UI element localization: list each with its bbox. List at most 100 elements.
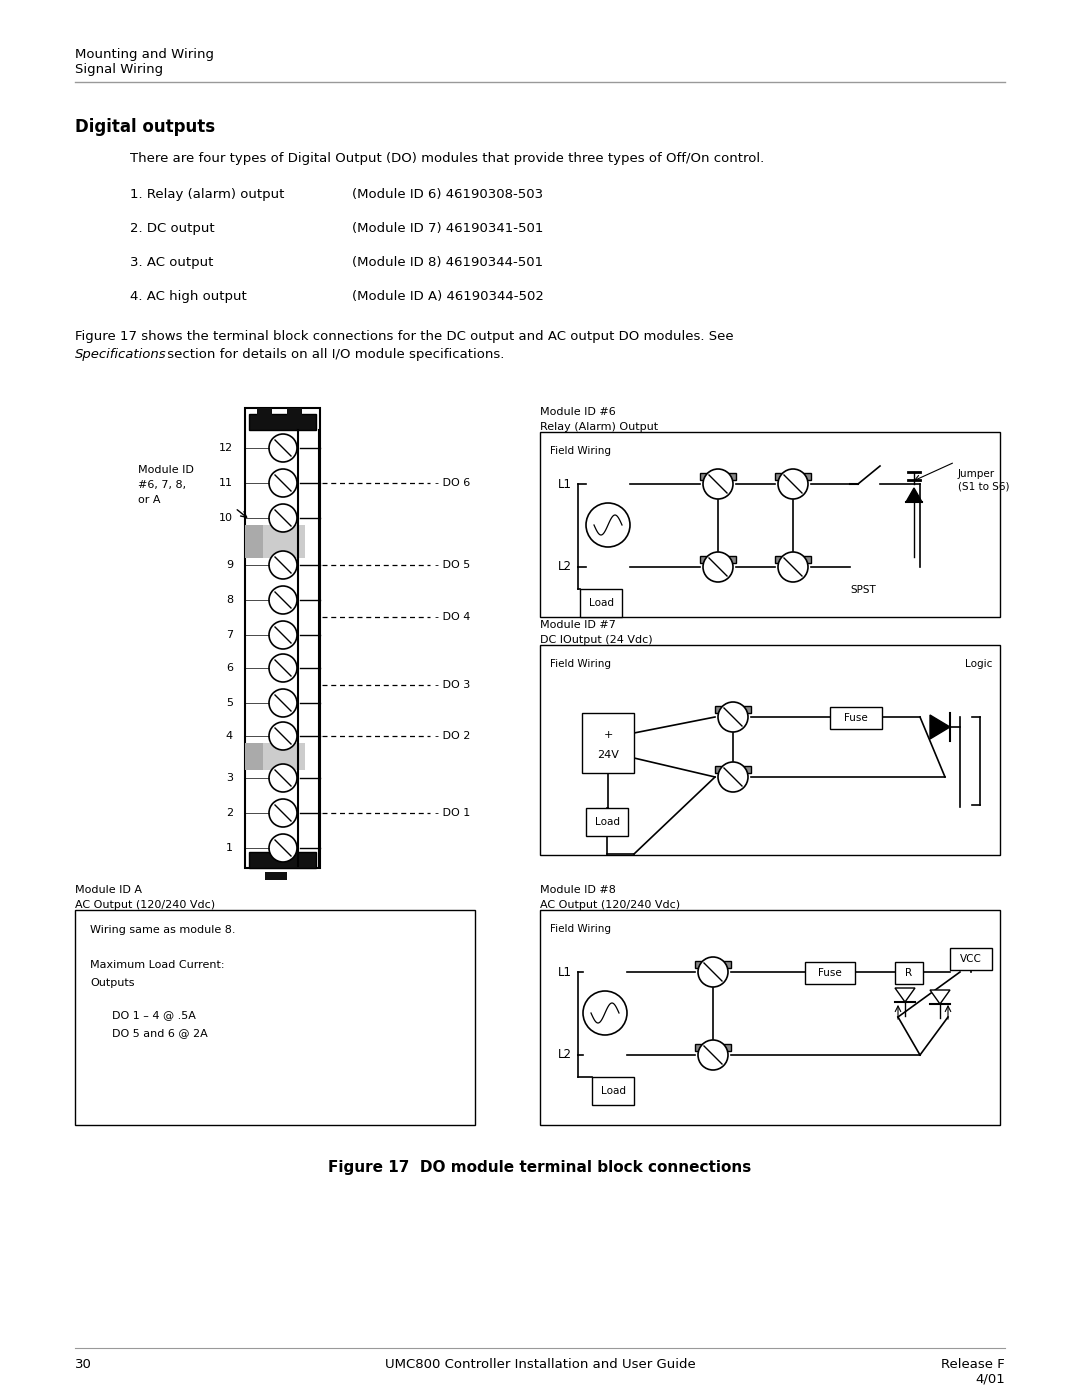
Text: 10: 10: [219, 513, 233, 522]
Text: Signal Wiring: Signal Wiring: [75, 63, 163, 75]
Text: UMC800 Controller Installation and User Guide: UMC800 Controller Installation and User …: [384, 1358, 696, 1370]
Bar: [715, 705, 751, 712]
Text: Maximum Load Current:: Maximum Load Current:: [90, 960, 225, 970]
Circle shape: [269, 434, 297, 462]
Text: 7: 7: [226, 630, 233, 640]
Bar: [700, 556, 735, 563]
Text: L1: L1: [558, 965, 572, 978]
Text: Field Wiring: Field Wiring: [550, 446, 611, 455]
Text: 4. AC high output: 4. AC high output: [130, 291, 246, 303]
Text: Load: Load: [594, 817, 620, 827]
Circle shape: [269, 585, 297, 615]
Circle shape: [718, 703, 748, 732]
Text: (Module ID 7) 46190341-501: (Module ID 7) 46190341-501: [352, 222, 543, 235]
Text: Load: Load: [589, 598, 613, 608]
Circle shape: [269, 689, 297, 717]
Text: 30: 30: [75, 1358, 92, 1370]
Text: +: +: [604, 731, 612, 740]
Text: (Module ID 8) 46190344-501: (Module ID 8) 46190344-501: [352, 256, 543, 270]
Text: R: R: [905, 968, 913, 978]
Bar: [831, 707, 882, 729]
Circle shape: [778, 552, 808, 583]
Text: Module ID #8: Module ID #8: [540, 886, 616, 895]
Bar: [715, 766, 751, 773]
Bar: [75, 909, 475, 1125]
Bar: [265, 872, 287, 880]
Text: Module ID A: Module ID A: [75, 886, 141, 895]
Bar: [696, 1044, 731, 1051]
Text: 5: 5: [226, 698, 233, 708]
Text: Mounting and Wiring: Mounting and Wiring: [75, 47, 214, 61]
Text: AC Output (120/240 Vdc): AC Output (120/240 Vdc): [75, 900, 215, 909]
Text: There are four types of Digital Output (DO) modules that provide three types of : There are four types of Digital Output (…: [130, 152, 765, 165]
Bar: [540, 432, 1000, 617]
Text: Outputs: Outputs: [90, 978, 135, 988]
Text: Specifications: Specifications: [75, 348, 166, 360]
Bar: [775, 474, 811, 481]
Bar: [245, 743, 264, 770]
Bar: [580, 590, 622, 617]
Bar: [249, 414, 316, 430]
Text: DO 1 – 4 @ .5A: DO 1 – 4 @ .5A: [105, 1010, 195, 1020]
Text: 2. DC output: 2. DC output: [130, 222, 215, 235]
Text: Module ID #7: Module ID #7: [540, 620, 616, 630]
Bar: [700, 474, 735, 481]
Text: L1: L1: [558, 478, 572, 490]
Text: - DO 6: - DO 6: [435, 478, 470, 488]
Text: 11: 11: [219, 478, 233, 488]
Circle shape: [718, 761, 748, 792]
Text: 9: 9: [226, 560, 233, 570]
Text: - DO 3: - DO 3: [435, 680, 470, 690]
Circle shape: [698, 957, 728, 988]
Text: - DO 4: - DO 4: [435, 612, 471, 622]
Bar: [287, 408, 302, 416]
Bar: [586, 807, 627, 835]
Text: - DO 1: - DO 1: [435, 807, 470, 819]
Text: L2: L2: [558, 560, 572, 574]
Circle shape: [269, 722, 297, 750]
Text: (Module ID 6) 46190308-503: (Module ID 6) 46190308-503: [352, 189, 543, 201]
Circle shape: [269, 834, 297, 862]
Text: 6: 6: [226, 664, 233, 673]
Circle shape: [698, 1039, 728, 1070]
Bar: [540, 909, 1000, 1125]
Text: 4: 4: [226, 731, 233, 740]
Text: Field Wiring: Field Wiring: [550, 923, 611, 935]
Bar: [592, 1077, 634, 1105]
Bar: [245, 743, 305, 770]
Polygon shape: [930, 715, 950, 739]
Bar: [245, 525, 264, 557]
Bar: [245, 408, 320, 868]
Text: 3: 3: [226, 773, 233, 782]
Circle shape: [269, 504, 297, 532]
Text: SPST: SPST: [850, 585, 876, 595]
Text: Figure 17  DO module terminal block connections: Figure 17 DO module terminal block conne…: [328, 1160, 752, 1175]
Bar: [950, 949, 993, 970]
Bar: [249, 852, 316, 868]
Text: Module ID: Module ID: [138, 465, 194, 475]
Text: (Module ID A) 46190344-502: (Module ID A) 46190344-502: [352, 291, 544, 303]
Text: 3. AC output: 3. AC output: [130, 256, 214, 270]
Circle shape: [703, 469, 733, 499]
Polygon shape: [906, 488, 922, 502]
Bar: [895, 963, 923, 983]
Bar: [582, 712, 634, 773]
Text: AC Output (120/240 Vdc): AC Output (120/240 Vdc): [540, 900, 680, 909]
Text: 1. Relay (alarm) output: 1. Relay (alarm) output: [130, 189, 284, 201]
Bar: [245, 525, 305, 557]
Text: Logic: Logic: [964, 659, 993, 669]
Polygon shape: [895, 988, 915, 1002]
Text: Jumper
(S1 to S6): Jumper (S1 to S6): [958, 469, 1010, 492]
Circle shape: [583, 990, 627, 1035]
Bar: [696, 961, 731, 968]
Circle shape: [269, 799, 297, 827]
Circle shape: [269, 654, 297, 682]
Text: DO 5 and 6 @ 2A: DO 5 and 6 @ 2A: [105, 1028, 207, 1038]
Circle shape: [703, 552, 733, 583]
Text: Load: Load: [600, 1085, 625, 1097]
Text: Field Wiring: Field Wiring: [550, 659, 611, 669]
Circle shape: [778, 469, 808, 499]
Text: DC IOutput (24 Vdc): DC IOutput (24 Vdc): [540, 636, 652, 645]
Circle shape: [269, 469, 297, 497]
Text: VCC: VCC: [960, 954, 982, 964]
